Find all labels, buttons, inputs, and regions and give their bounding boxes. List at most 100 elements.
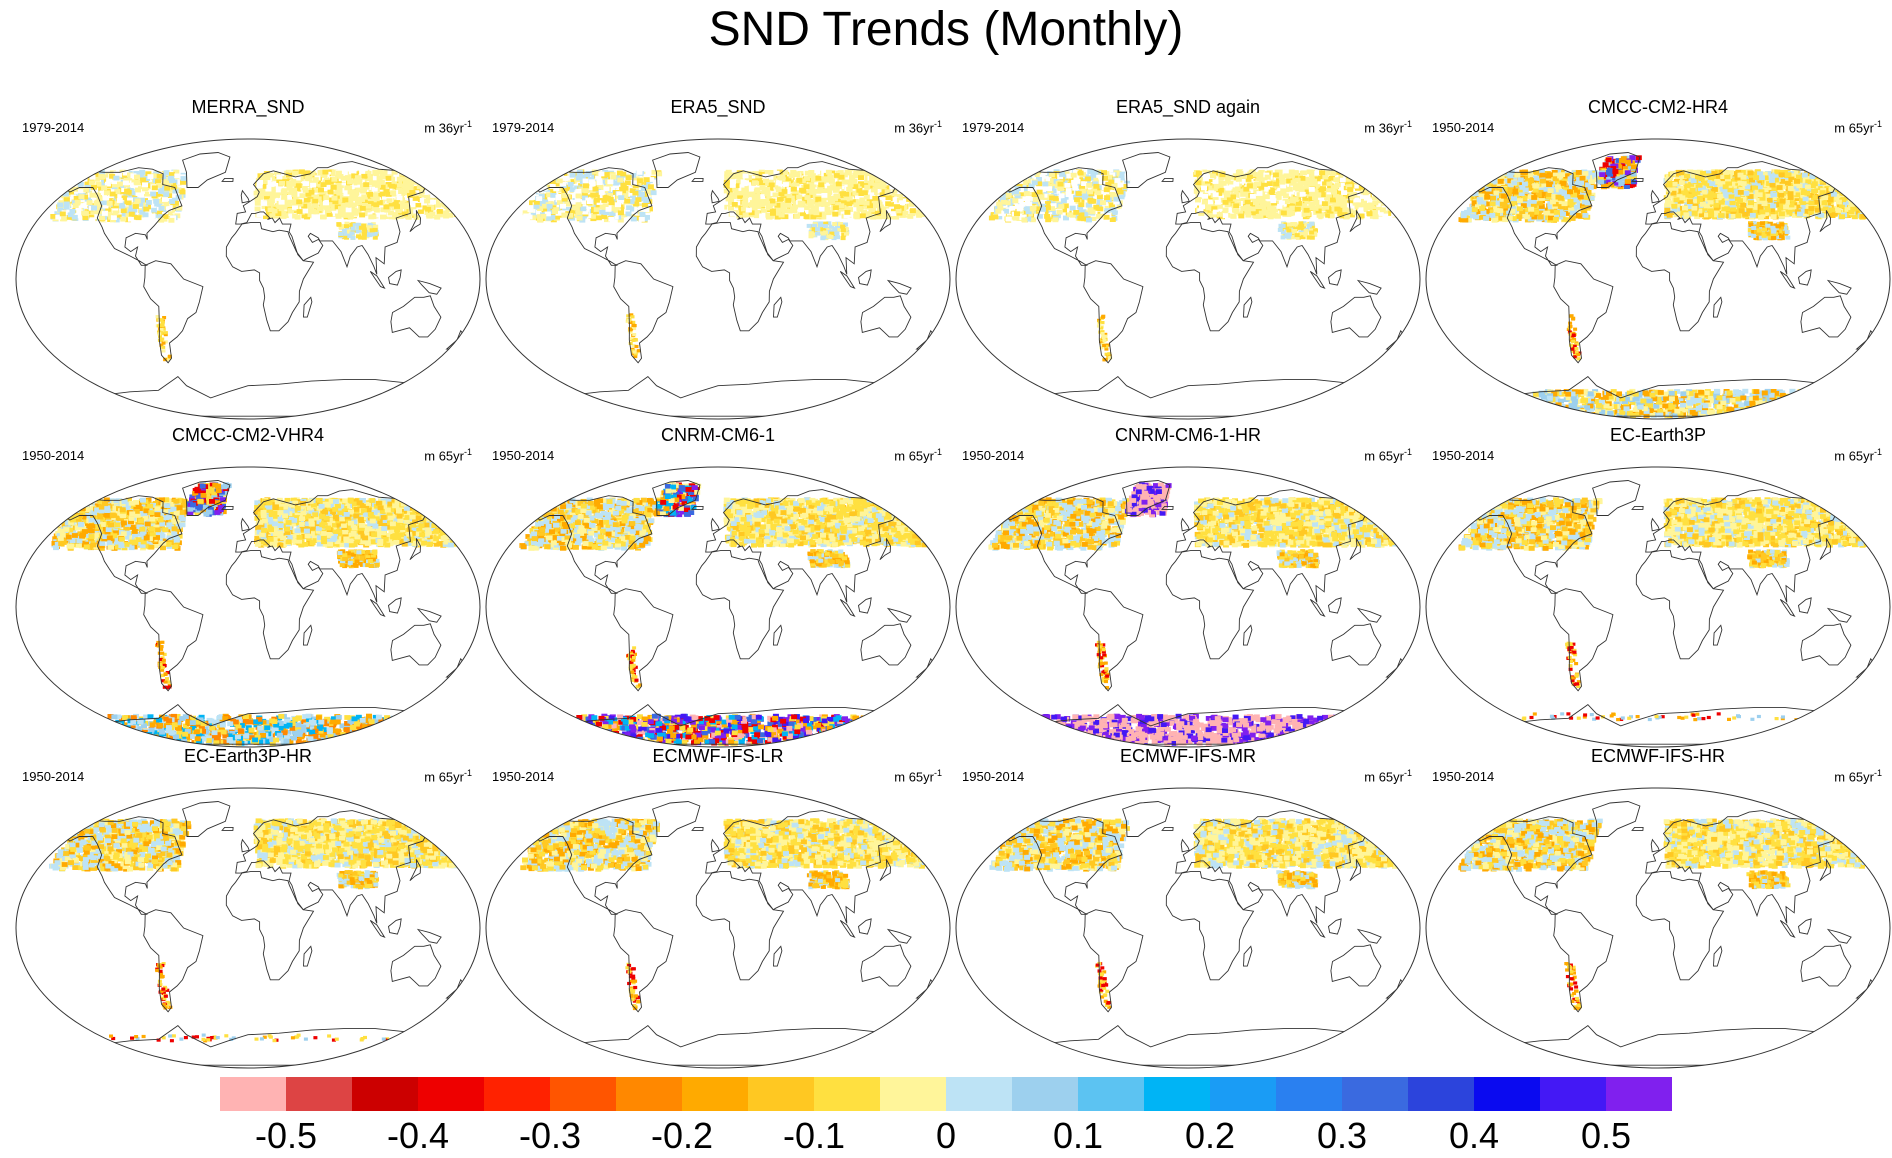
- panel-units-text: m 36yr: [1364, 120, 1404, 135]
- panel-title: CNRM-CM6-1: [482, 424, 954, 446]
- colorbar-swatch: [616, 1077, 682, 1111]
- panel-title: EC-Earth3P-HR: [12, 745, 484, 767]
- map-panel: EC-Earth3P 1950-2014 m 65yr-1: [1422, 424, 1892, 764]
- panel-units-text: m 65yr: [1364, 769, 1404, 784]
- main-title: SND Trends (Monthly): [0, 2, 1892, 58]
- map-content: [1458, 152, 1877, 418]
- colorbar-label: -0.1: [783, 1116, 845, 1156]
- world-map: [485, 466, 951, 748]
- map-content: [50, 152, 467, 417]
- world-map: [955, 138, 1421, 420]
- panel-period: 1979-2014: [962, 120, 1024, 136]
- panel-title: ECMWF-IFS-MR: [952, 745, 1424, 767]
- panel-period: 1950-2014: [962, 448, 1024, 464]
- world-map: [1425, 138, 1891, 420]
- map-panel: CNRM-CM6-1 1950-2014 m 65yr-1: [482, 424, 954, 764]
- panel-units-exponent: -1: [934, 119, 942, 129]
- panel-period: 1979-2014: [492, 120, 554, 136]
- world-map: [955, 466, 1421, 748]
- colorbar-swatch: [946, 1077, 1012, 1111]
- colorbar-swatch: [1408, 1077, 1474, 1111]
- panel-units-text: m 65yr: [1834, 120, 1874, 135]
- panel-units-text: m 65yr: [894, 448, 934, 463]
- panel-units-text: m 65yr: [1364, 448, 1404, 463]
- colorbar-label: 0: [936, 1116, 956, 1156]
- panel-period: 1950-2014: [492, 769, 554, 785]
- colorbar-swatch: [418, 1077, 484, 1111]
- panel-units-exponent: -1: [934, 447, 942, 457]
- colorbar-label: 0.2: [1185, 1116, 1235, 1156]
- panel-units: m 65yr-1: [894, 765, 942, 785]
- map-content: [989, 801, 1407, 1066]
- panel-units: m 65yr-1: [424, 765, 472, 785]
- colorbar-swatch: [286, 1077, 352, 1111]
- panel-units-exponent: -1: [464, 768, 472, 778]
- colorbar-swatch: [352, 1077, 418, 1111]
- panel-units-text: m 36yr: [424, 120, 464, 135]
- panel-period: 1950-2014: [1432, 769, 1494, 785]
- colorbar-swatch: [484, 1077, 550, 1111]
- panel-units: m 65yr-1: [1364, 444, 1412, 464]
- map-panel: ECMWF-IFS-LR 1950-2014 m 65yr-1: [482, 745, 954, 1085]
- panel-period: 1950-2014: [962, 769, 1024, 785]
- map-content: [519, 480, 937, 746]
- map-panel: ECMWF-IFS-MR 1950-2014 m 65yr-1: [952, 745, 1424, 1085]
- panel-units-exponent: -1: [464, 119, 472, 129]
- colorbar-swatch: [1606, 1077, 1672, 1111]
- panel-units-exponent: -1: [1404, 447, 1412, 457]
- panel-units: m 65yr-1: [1834, 444, 1882, 464]
- map-content: [520, 801, 937, 1066]
- world-map: [485, 138, 951, 420]
- map-panel: MERRA_SND 1979-2014 m 36yr-1: [12, 96, 484, 436]
- colorbar-swatch: [550, 1077, 616, 1111]
- panel-units: m 36yr-1: [1364, 116, 1412, 136]
- panel-units-exponent: -1: [464, 447, 472, 457]
- panel-units-text: m 65yr: [894, 769, 934, 784]
- panel-units: m 65yr-1: [1834, 765, 1882, 785]
- colorbar-label: -0.4: [387, 1116, 449, 1156]
- panel-units: m 65yr-1: [1834, 116, 1882, 136]
- colorbar-swatch: [682, 1077, 748, 1111]
- colorbar-swatch: [880, 1077, 946, 1111]
- panel-period: 1950-2014: [1432, 448, 1494, 464]
- panel-units-exponent: -1: [1404, 119, 1412, 129]
- panel-period: 1950-2014: [22, 448, 84, 464]
- colorbar-swatch: [1144, 1077, 1210, 1111]
- colorbar-swatch: [1012, 1077, 1078, 1111]
- panel-units: m 65yr-1: [424, 444, 472, 464]
- world-map: [15, 787, 481, 1069]
- colorbar-label: -0.2: [651, 1116, 713, 1156]
- world-map: [15, 138, 481, 420]
- panel-period: 1979-2014: [22, 120, 84, 136]
- panel-units-text: m 36yr: [894, 120, 934, 135]
- panel-units-exponent: -1: [1874, 119, 1882, 129]
- world-map: [485, 787, 951, 1069]
- colorbar-swatch: [1540, 1077, 1606, 1111]
- colorbar-label: 0.5: [1581, 1116, 1631, 1156]
- panel-title: CNRM-CM6-1-HR: [952, 424, 1424, 446]
- colorbar-label: 0.1: [1053, 1116, 1103, 1156]
- map-content: [988, 480, 1407, 746]
- map-panel: CMCC-CM2-HR4 1950-2014 m 65yr-1: [1422, 96, 1892, 436]
- colorbar-swatch: [748, 1077, 814, 1111]
- colorbar-swatch: [1276, 1077, 1342, 1111]
- world-map: [1425, 787, 1891, 1069]
- panel-units-exponent: -1: [1874, 447, 1882, 457]
- world-map: [15, 466, 481, 748]
- map-content: [520, 152, 937, 417]
- map-panel: CNRM-CM6-1-HR 1950-2014 m 65yr-1: [952, 424, 1424, 764]
- panel-title: CMCC-CM2-HR4: [1422, 96, 1892, 118]
- map-content: [49, 801, 467, 1066]
- panel-units: m 65yr-1: [1364, 765, 1412, 785]
- colorbar-label: -0.3: [519, 1116, 581, 1156]
- panel-period: 1950-2014: [492, 448, 554, 464]
- colorbar-swatch: [1078, 1077, 1144, 1111]
- panel-period: 1950-2014: [1432, 120, 1494, 136]
- world-map: [1425, 466, 1891, 748]
- panel-units-text: m 65yr: [1834, 448, 1874, 463]
- panel-title: ERA5_SND: [482, 96, 954, 118]
- colorbar-swatch: [1210, 1077, 1276, 1111]
- panel-title: CMCC-CM2-VHR4: [12, 424, 484, 446]
- colorbar-label: 0.4: [1449, 1116, 1499, 1156]
- map-content: [1458, 480, 1877, 745]
